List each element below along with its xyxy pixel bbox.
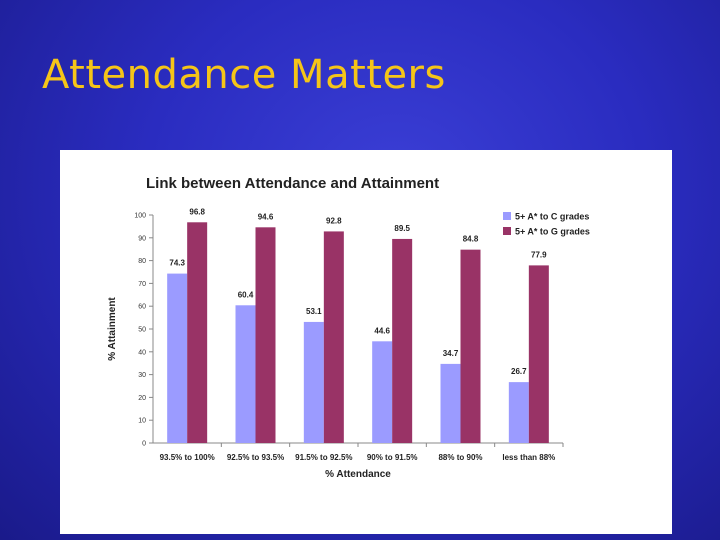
bar-a-to-g: [460, 249, 481, 443]
data-label-a-to-c: 34.7: [443, 349, 459, 358]
y-tick-label: 20: [138, 395, 146, 402]
data-label-a-to-g: 84.8: [463, 235, 479, 244]
x-axis-title: % Attendance: [325, 469, 391, 480]
legend-swatch: [503, 212, 511, 220]
chart-panel: Link between Attendance and Attainment 0 1…: [60, 150, 672, 534]
bar-a-to-c: [167, 273, 188, 443]
x-category-label: 88% to 90%: [438, 453, 482, 462]
slide-title: Attendance Matters: [42, 52, 446, 98]
data-label-a-to-g: 92.8: [326, 216, 342, 225]
y-tick-label: 10: [138, 418, 146, 425]
bar-a-to-g: [255, 227, 276, 443]
data-label-a-to-c: 44.6: [374, 326, 390, 335]
x-category-label: 91.5% to 92.5%: [295, 453, 352, 462]
y-tick-label: 60: [138, 304, 146, 311]
bar-a-to-g: [323, 231, 344, 443]
y-tick-label: 100: [134, 213, 146, 220]
y-tick-label: 0: [142, 441, 146, 448]
bar-a-to-g: [392, 238, 413, 443]
bar-a-to-g: [187, 222, 208, 443]
data-label-a-to-g: 89.5: [394, 224, 410, 233]
data-label-a-to-g: 94.6: [258, 212, 274, 221]
y-axis-title: % Attainment: [107, 297, 118, 361]
data-label-a-to-c: 53.1: [306, 307, 322, 316]
attendance-attainment-chart: Link between Attendance and Attainment 0 1…: [107, 175, 590, 480]
legend-label: 5+ A* to G grades: [515, 227, 590, 237]
bar-a-to-g: [528, 265, 549, 443]
bar-a-to-c: [372, 341, 393, 443]
y-tick-label: 30: [138, 372, 146, 379]
legend-label: 5+ A* to C grades: [515, 212, 589, 222]
legend-swatch: [503, 227, 511, 235]
data-label-a-to-c: 74.3: [169, 259, 185, 268]
x-category-label: less than 88%: [502, 453, 555, 462]
x-category-label: 90% to 91.5%: [367, 453, 418, 462]
y-tick-label: 40: [138, 349, 146, 356]
y-tick-label: 80: [138, 258, 146, 265]
x-category-label: 93.5% to 100%: [160, 453, 215, 462]
y-tick-label: 70: [138, 281, 146, 288]
bar-a-to-c: [303, 321, 324, 443]
chart-title: Link between Attendance and Attainment: [146, 175, 439, 192]
data-label-a-to-g: 96.8: [189, 207, 205, 216]
data-label-a-to-c: 26.7: [511, 367, 527, 376]
bar-a-to-c: [508, 382, 529, 443]
y-tick-label: 50: [138, 327, 146, 334]
y-tick-label: 90: [138, 235, 146, 242]
bar-a-to-c: [440, 363, 461, 443]
data-label-a-to-g: 77.9: [531, 250, 547, 259]
bar-a-to-c: [235, 305, 256, 443]
data-label-a-to-c: 60.4: [238, 290, 254, 299]
x-category-label: 92.5% to 93.5%: [227, 453, 284, 462]
